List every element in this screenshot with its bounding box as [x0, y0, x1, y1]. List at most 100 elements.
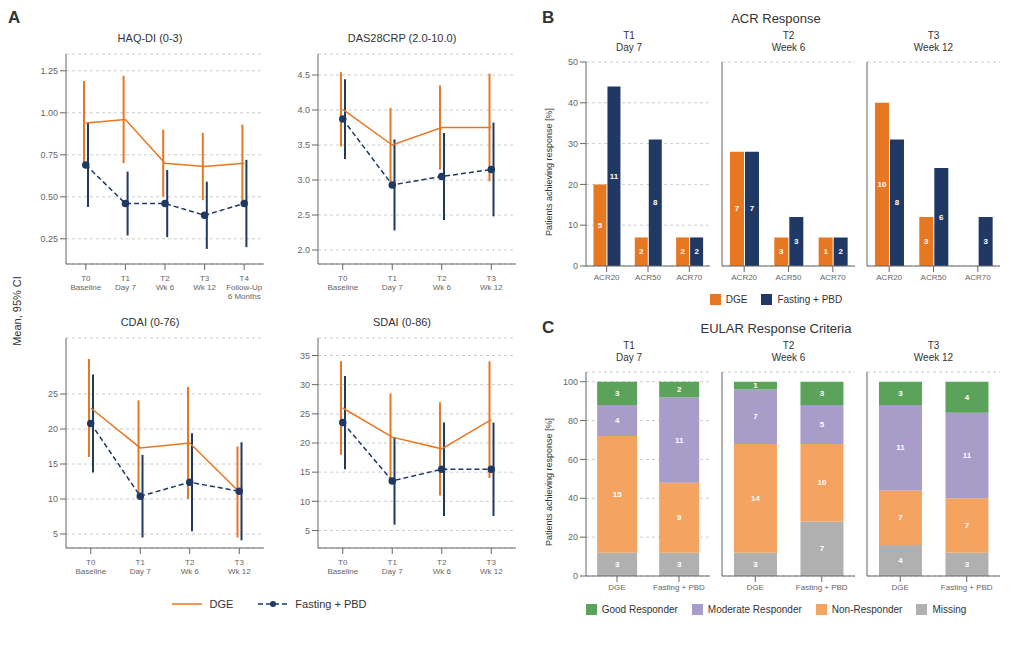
svg-text:2.0: 2.0	[297, 245, 310, 255]
svg-text:DGE: DGE	[892, 583, 909, 592]
svg-text:T1Day 7: T1Day 7	[115, 274, 136, 292]
svg-text:T3Wk 12: T3Wk 12	[480, 274, 503, 292]
svg-text:10: 10	[818, 478, 827, 487]
svg-text:20: 20	[300, 438, 310, 448]
svg-text:7: 7	[750, 204, 755, 213]
svg-text:20: 20	[568, 180, 578, 190]
svg-text:T3Wk 12: T3Wk 12	[193, 274, 216, 292]
svg-text:3: 3	[794, 237, 799, 246]
svg-text:11: 11	[675, 436, 684, 445]
svg-text:35: 35	[300, 351, 310, 361]
svg-text:7: 7	[753, 412, 758, 421]
svg-text:3: 3	[924, 237, 929, 246]
svg-text:80: 80	[568, 416, 578, 426]
svg-text:4: 4	[615, 416, 620, 425]
svg-text:ACR50: ACR50	[921, 273, 947, 282]
svg-text:3: 3	[983, 237, 988, 246]
svg-text:T1Day 7: T1Day 7	[130, 558, 151, 576]
svg-text:25: 25	[300, 409, 310, 419]
svg-text:7: 7	[820, 544, 825, 553]
svg-text:5: 5	[53, 529, 58, 539]
svg-text:7: 7	[965, 521, 970, 530]
svg-text:15: 15	[300, 467, 310, 477]
svg-text:T0Baseline: T0Baseline	[70, 274, 101, 292]
svg-text:2.5: 2.5	[297, 210, 310, 220]
svg-text:T0Baseline: T0Baseline	[327, 558, 358, 576]
svg-text:20: 20	[568, 532, 578, 542]
svg-text:10: 10	[48, 494, 58, 504]
svg-text:40: 40	[568, 98, 578, 108]
svg-text:T1Day 7: T1Day 7	[382, 274, 403, 292]
svg-text:T2Wk 6: T2Wk 6	[433, 558, 452, 576]
svg-text:15: 15	[48, 459, 58, 469]
svg-text:5: 5	[820, 420, 825, 429]
svg-text:T2Wk 6: T2Wk 6	[181, 558, 200, 576]
svg-text:1: 1	[823, 247, 828, 256]
svg-text:ACR50: ACR50	[635, 273, 661, 282]
svg-text:7: 7	[898, 513, 903, 522]
svg-text:ACR20: ACR20	[731, 273, 757, 282]
svg-text:5: 5	[598, 221, 603, 230]
svg-text:1: 1	[753, 381, 758, 390]
svg-text:8: 8	[653, 198, 658, 207]
svg-text:3: 3	[965, 560, 970, 569]
svg-text:4: 4	[965, 393, 970, 402]
svg-text:T3Wk 12: T3Wk 12	[228, 558, 251, 576]
svg-text:T4Follow-Up6 Months: T4Follow-Up6 Months	[226, 274, 263, 301]
svg-text:2: 2	[677, 385, 682, 394]
svg-text:ACR20: ACR20	[594, 273, 620, 282]
svg-text:9: 9	[677, 513, 682, 522]
svg-text:3.5: 3.5	[297, 140, 310, 150]
svg-text:0: 0	[573, 261, 578, 271]
svg-text:ACR70: ACR70	[676, 273, 702, 282]
svg-text:Fasting + PBD: Fasting + PBD	[653, 583, 705, 592]
svg-text:11: 11	[896, 443, 905, 452]
svg-text:T1Day 7: T1Day 7	[382, 558, 403, 576]
svg-text:2: 2	[838, 247, 843, 256]
svg-text:3: 3	[898, 389, 903, 398]
svg-text:0.75: 0.75	[40, 150, 58, 160]
svg-text:11: 11	[610, 172, 619, 181]
svg-text:6: 6	[939, 213, 944, 222]
svg-text:ACR20: ACR20	[876, 273, 902, 282]
svg-text:0.50: 0.50	[40, 192, 58, 202]
svg-text:ACR70: ACR70	[820, 273, 846, 282]
svg-text:Fasting + PBD: Fasting + PBD	[941, 583, 993, 592]
svg-text:4: 4	[898, 556, 903, 565]
svg-text:Fasting + PBD: Fasting + PBD	[796, 583, 848, 592]
svg-text:60: 60	[568, 455, 578, 465]
svg-text:1.00: 1.00	[40, 108, 58, 118]
svg-text:0.25: 0.25	[40, 234, 58, 244]
svg-text:DGE: DGE	[608, 583, 625, 592]
svg-text:30: 30	[568, 139, 578, 149]
svg-text:14: 14	[751, 494, 760, 503]
svg-text:T0Baseline: T0Baseline	[75, 558, 106, 576]
svg-text:5: 5	[305, 526, 310, 536]
svg-text:3: 3	[753, 560, 758, 569]
svg-text:DGE: DGE	[747, 583, 764, 592]
svg-text:2: 2	[680, 247, 685, 256]
svg-text:10: 10	[568, 220, 578, 230]
svg-text:0: 0	[573, 571, 578, 581]
svg-text:4.0: 4.0	[297, 105, 310, 115]
svg-text:15: 15	[613, 490, 622, 499]
svg-text:20: 20	[48, 424, 58, 434]
svg-text:T3Wk 12: T3Wk 12	[480, 558, 503, 576]
svg-text:2: 2	[694, 247, 699, 256]
svg-text:10: 10	[878, 180, 887, 189]
svg-text:3: 3	[615, 389, 620, 398]
svg-text:40: 40	[568, 493, 578, 503]
svg-text:2: 2	[639, 247, 644, 256]
svg-text:8: 8	[895, 198, 900, 207]
svg-text:3: 3	[820, 389, 825, 398]
svg-text:T2Wk 6: T2Wk 6	[433, 274, 452, 292]
svg-text:1.25: 1.25	[40, 66, 58, 76]
svg-text:T2Wk 6: T2Wk 6	[156, 274, 175, 292]
svg-text:3: 3	[615, 560, 620, 569]
svg-text:11: 11	[963, 451, 972, 460]
svg-text:T0Baseline: T0Baseline	[327, 274, 358, 292]
svg-text:3.0: 3.0	[297, 175, 310, 185]
svg-text:7: 7	[735, 204, 740, 213]
svg-text:3: 3	[779, 247, 784, 256]
svg-text:100: 100	[563, 377, 578, 387]
